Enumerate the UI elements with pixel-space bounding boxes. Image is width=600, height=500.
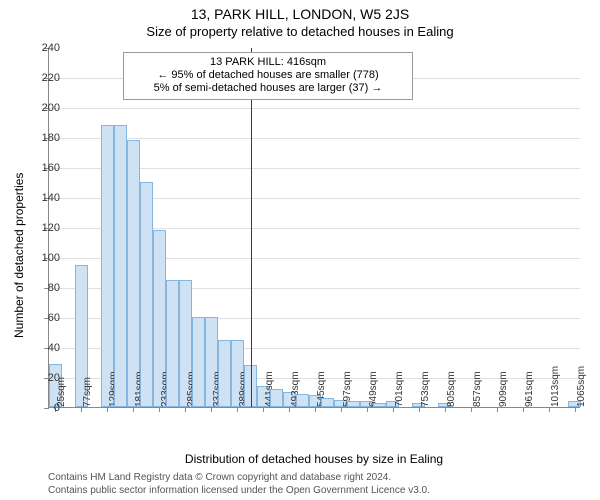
histogram-bar	[127, 140, 140, 407]
ytick-label: 20	[20, 372, 60, 384]
xtick-mark	[523, 407, 524, 412]
xtick-mark	[237, 407, 238, 412]
ytick-label: 240	[20, 42, 60, 54]
ytick-label: 120	[20, 222, 60, 234]
histogram-bar	[114, 125, 127, 407]
annotation-line: 13 PARK HILL: 416sqm	[130, 56, 406, 69]
annotation-box: 13 PARK HILL: 416sqm← 95% of detached ho…	[123, 52, 413, 100]
xtick-mark	[107, 407, 108, 412]
ytick-label: 160	[20, 162, 60, 174]
annotation-line: 5% of semi-detached houses are larger (3…	[130, 82, 406, 95]
xtick-mark	[419, 407, 420, 412]
ytick-label: 0	[20, 402, 60, 414]
ytick-label: 80	[20, 282, 60, 294]
histogram-bar	[347, 401, 360, 407]
ytick-label: 180	[20, 132, 60, 144]
xtick-mark	[549, 407, 550, 412]
ytick-label: 100	[20, 252, 60, 264]
xtick-mark	[185, 407, 186, 412]
xtick-mark	[263, 407, 264, 412]
histogram-bar	[166, 280, 179, 408]
ytick-label: 140	[20, 192, 60, 204]
footer-line-2: Contains public sector information licen…	[48, 485, 580, 498]
gridline-h	[49, 138, 580, 139]
xtick-label: 961sqm	[520, 371, 535, 407]
histogram-bar	[373, 403, 386, 408]
ytick-label: 200	[20, 102, 60, 114]
plot-region: 25sqm77sqm129sqm181sqm233sqm285sqm337sqm…	[48, 48, 580, 408]
histogram-bar	[270, 389, 283, 407]
xtick-mark	[159, 407, 160, 412]
histogram-bar	[140, 182, 153, 407]
xtick-mark	[393, 407, 394, 412]
xtick-mark	[315, 407, 316, 412]
xtick-mark	[575, 407, 576, 412]
xtick-mark	[341, 407, 342, 412]
xtick-mark	[445, 407, 446, 412]
page-title: 13, PARK HILL, LONDON, W5 2JS	[0, 0, 600, 22]
xtick-mark	[133, 407, 134, 412]
gridline-h	[49, 108, 580, 109]
ytick-label: 60	[20, 312, 60, 324]
xtick-label: 1013sqm	[546, 366, 561, 407]
footer-attribution: Contains HM Land Registry data © Crown c…	[48, 472, 580, 497]
ytick-label: 220	[20, 72, 60, 84]
xtick-mark	[81, 407, 82, 412]
xtick-label: 77sqm	[78, 377, 93, 407]
xtick-label: 701sqm	[390, 371, 405, 407]
histogram-bar	[101, 125, 114, 407]
reference-line	[251, 48, 252, 407]
histogram-bar	[296, 394, 309, 408]
histogram-bar	[192, 317, 205, 407]
xtick-label: 1065sqm	[572, 366, 587, 407]
histogram-bar	[218, 340, 231, 408]
xtick-label: 753sqm	[416, 371, 431, 407]
xtick-mark	[497, 407, 498, 412]
xtick-mark	[471, 407, 472, 412]
xtick-label: 857sqm	[468, 371, 483, 407]
xtick-label: 909sqm	[494, 371, 509, 407]
chart-area: 25sqm77sqm129sqm181sqm233sqm285sqm337sqm…	[48, 48, 580, 408]
ytick-label: 40	[20, 342, 60, 354]
annotation-line: ← 95% of detached houses are smaller (77…	[130, 69, 406, 82]
xtick-mark	[367, 407, 368, 412]
page-subtitle: Size of property relative to detached ho…	[0, 24, 600, 39]
xtick-label: 805sqm	[442, 371, 457, 407]
xtick-mark	[289, 407, 290, 412]
xtick-mark	[211, 407, 212, 412]
histogram-bar	[321, 398, 334, 407]
x-axis-label: Distribution of detached houses by size …	[48, 452, 580, 466]
footer-line-1: Contains HM Land Registry data © Crown c…	[48, 472, 580, 485]
